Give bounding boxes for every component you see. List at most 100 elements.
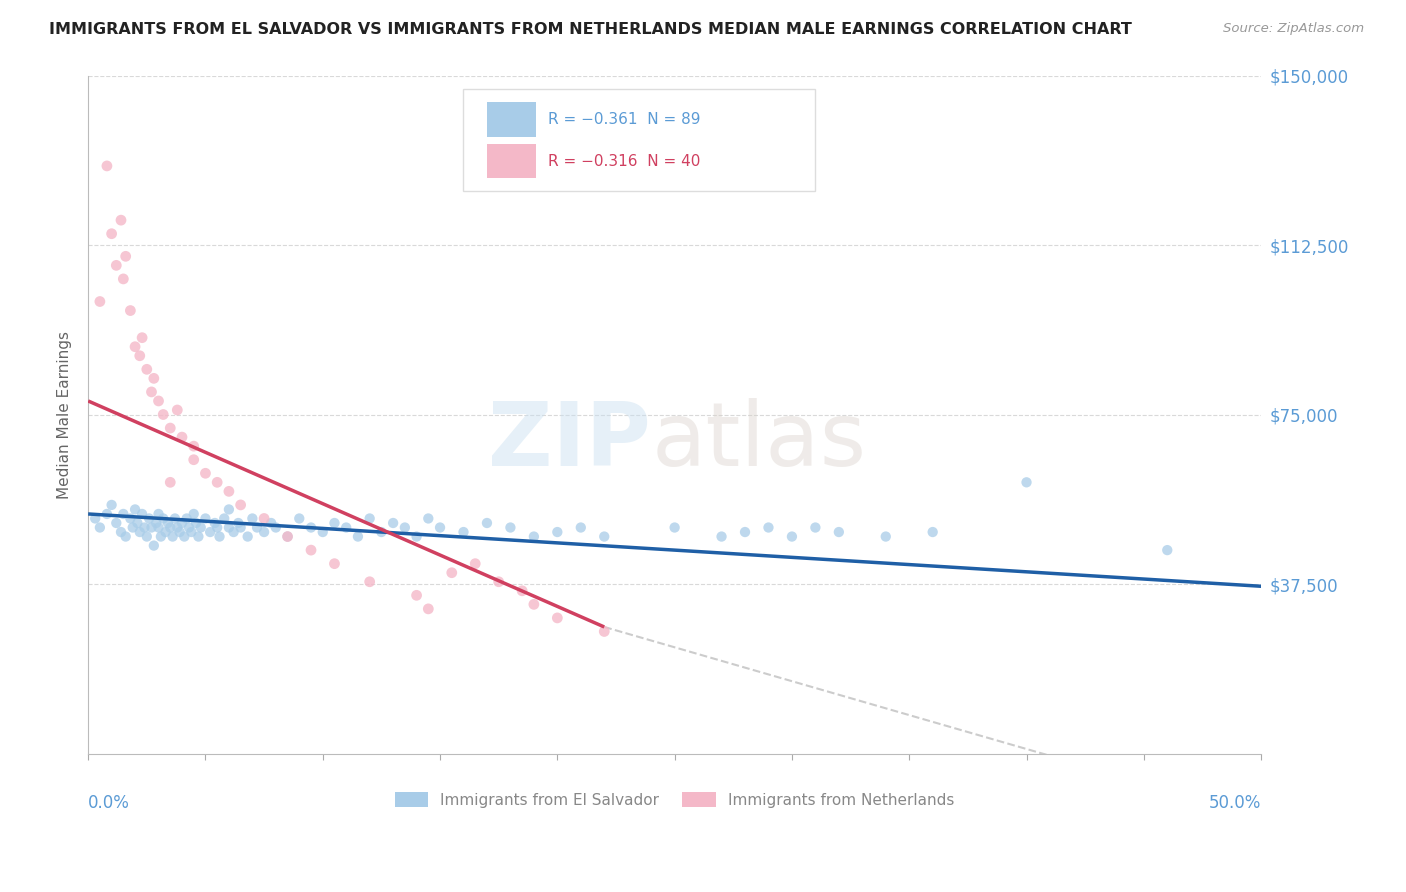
Text: ZIP: ZIP xyxy=(488,398,651,485)
Point xyxy=(664,520,686,534)
Point xyxy=(734,524,756,539)
Point xyxy=(149,530,172,544)
Point xyxy=(218,502,240,516)
Point xyxy=(710,530,733,544)
Point xyxy=(159,421,181,435)
Point xyxy=(546,611,568,625)
Point xyxy=(114,530,136,544)
Point xyxy=(499,520,522,534)
Point xyxy=(453,524,475,539)
Point xyxy=(173,530,195,544)
Point xyxy=(114,249,136,263)
Point xyxy=(89,520,111,534)
Point xyxy=(159,520,181,534)
Point xyxy=(110,213,132,227)
Point xyxy=(84,511,107,525)
Point xyxy=(152,511,174,525)
Point xyxy=(780,530,803,544)
Point xyxy=(131,507,153,521)
FancyBboxPatch shape xyxy=(486,144,536,178)
Point xyxy=(921,524,943,539)
Point xyxy=(253,511,276,525)
Point xyxy=(110,524,132,539)
Point xyxy=(124,340,146,354)
Text: IMMIGRANTS FROM EL SALVADOR VS IMMIGRANTS FROM NETHERLANDS MEDIAN MALE EARNINGS : IMMIGRANTS FROM EL SALVADOR VS IMMIGRANT… xyxy=(49,22,1132,37)
Point xyxy=(205,475,228,490)
Point xyxy=(212,511,235,525)
Point xyxy=(523,598,546,612)
Point xyxy=(96,159,118,173)
Point xyxy=(134,520,156,534)
Point xyxy=(229,498,252,512)
Point xyxy=(183,452,205,467)
Point xyxy=(299,520,322,534)
Point xyxy=(246,520,269,534)
Point xyxy=(166,520,188,534)
Point xyxy=(229,520,252,534)
Point xyxy=(240,511,263,525)
Point xyxy=(159,475,181,490)
Point xyxy=(236,530,259,544)
Point xyxy=(170,516,193,530)
Point xyxy=(218,520,240,534)
Point xyxy=(359,574,381,589)
Point xyxy=(394,520,416,534)
Point xyxy=(440,566,463,580)
Point xyxy=(208,530,231,544)
Point xyxy=(523,530,546,544)
Legend: Immigrants from El Salvador, Immigrants from Netherlands: Immigrants from El Salvador, Immigrants … xyxy=(388,786,960,814)
Point xyxy=(804,520,827,534)
Text: R = −0.361  N = 89: R = −0.361 N = 89 xyxy=(548,112,700,128)
Point xyxy=(112,272,135,286)
Point xyxy=(218,484,240,499)
Point xyxy=(488,574,510,589)
Text: 0.0%: 0.0% xyxy=(89,794,129,813)
Point xyxy=(96,507,118,521)
Point xyxy=(359,511,381,525)
FancyBboxPatch shape xyxy=(464,89,815,191)
Point xyxy=(593,530,616,544)
Point xyxy=(1015,475,1038,490)
Point xyxy=(429,520,451,534)
Point xyxy=(222,524,245,539)
Point xyxy=(253,524,276,539)
Point xyxy=(184,516,207,530)
Point xyxy=(176,511,198,525)
Point xyxy=(169,524,191,539)
Point xyxy=(875,530,897,544)
Point xyxy=(277,530,299,544)
Point xyxy=(170,430,193,444)
Point xyxy=(120,303,142,318)
Point xyxy=(405,530,427,544)
Point xyxy=(177,520,200,534)
Point xyxy=(546,524,568,539)
Point xyxy=(260,516,283,530)
Point xyxy=(142,371,165,385)
Point xyxy=(141,384,163,399)
Point xyxy=(405,588,427,602)
Point xyxy=(418,511,440,525)
Point xyxy=(138,511,160,525)
Point xyxy=(120,511,142,525)
Point xyxy=(131,331,153,345)
Point xyxy=(370,524,392,539)
Point xyxy=(205,520,228,534)
Point xyxy=(148,507,170,521)
Point xyxy=(135,530,157,544)
Point xyxy=(152,408,174,422)
Point xyxy=(180,524,202,539)
Point xyxy=(156,516,179,530)
Point xyxy=(190,520,212,534)
Point xyxy=(89,294,111,309)
Point xyxy=(142,539,165,553)
Point xyxy=(100,498,122,512)
Point xyxy=(198,524,221,539)
Point xyxy=(121,520,143,534)
Point xyxy=(312,524,335,539)
Point xyxy=(105,258,128,272)
Point xyxy=(163,511,186,525)
Point xyxy=(299,543,322,558)
Point xyxy=(288,511,311,525)
Point xyxy=(148,520,170,534)
Point xyxy=(277,530,299,544)
